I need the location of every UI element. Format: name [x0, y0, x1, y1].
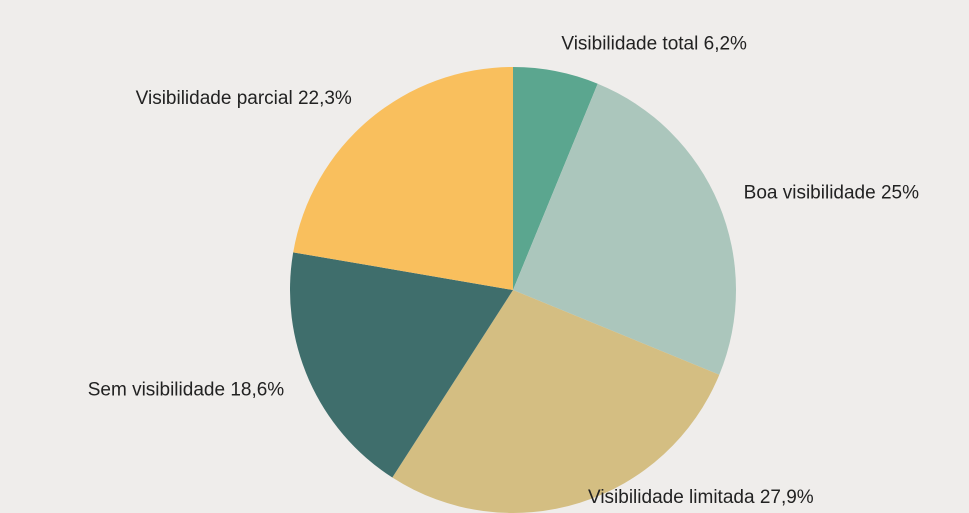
slice-value: 27,9%	[760, 487, 814, 508]
slice-category: Boa visibilidade	[744, 183, 876, 204]
slice-label: Sem visibilidade 18,6%	[88, 380, 285, 401]
slice-category: Sem visibilidade	[88, 380, 225, 401]
slice-value: 22,3%	[298, 88, 352, 109]
slice-label: Visibilidade parcial 22,3%	[136, 88, 352, 109]
pie-slice	[513, 67, 598, 290]
pie-slice	[513, 83, 736, 375]
pie-slice	[293, 67, 513, 290]
slice-value: 18,6%	[230, 380, 284, 401]
slice-value: 25%	[881, 183, 919, 204]
slice-category: Visibilidade limitada	[588, 487, 755, 508]
slice-value: 6,2%	[704, 34, 747, 55]
slice-category: Visibilidade total	[561, 34, 698, 55]
pie-slice	[392, 290, 720, 513]
slice-label: Visibilidade limitada 27,9%	[588, 487, 814, 508]
slice-category: Visibilidade parcial	[136, 88, 293, 109]
slice-label: Visibilidade total 6,2%	[561, 34, 747, 55]
slice-label: Boa visibilidade 25%	[744, 183, 919, 204]
pie-slice	[289, 252, 513, 478]
